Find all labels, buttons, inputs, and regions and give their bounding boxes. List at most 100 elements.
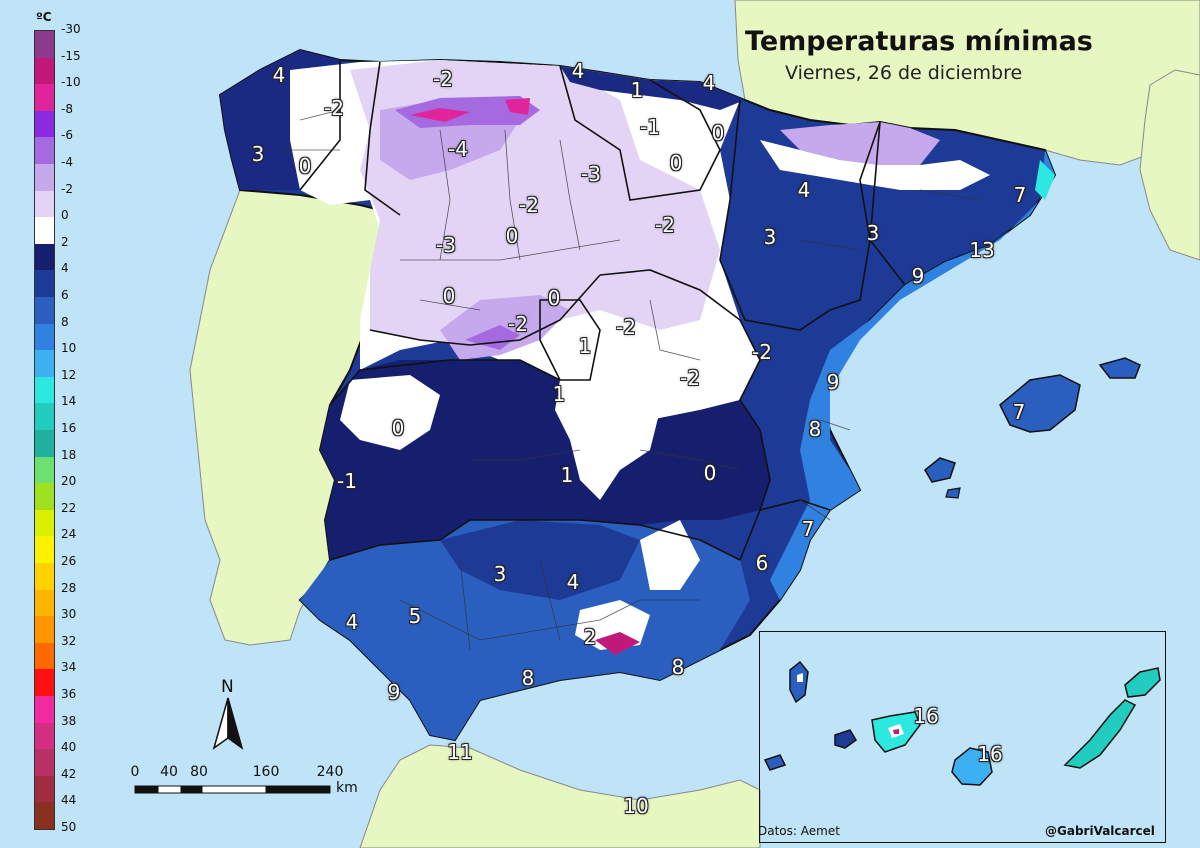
legend-swatch [35,430,54,458]
zone-white-toledo [555,380,660,500]
temp-label-ciudad-real: 1 [560,463,574,487]
legend-swatch [35,696,54,724]
legend-swatch [35,376,54,404]
legend-label: 30 [61,607,77,622]
temp-label-bizkaia: 1 [630,78,644,102]
legend-label: 28 [61,580,77,595]
temp-label-soria: -2 [655,213,675,237]
legend-swatch [35,509,54,537]
legend-swatch [35,456,54,484]
temp-label-badajoz: -1 [337,469,357,493]
scale-seg-3 [180,785,203,794]
scale-seg-4 [201,785,267,794]
legend-swatch [35,217,54,245]
legend-label: -30 [61,22,81,36]
legend-swatch [35,563,54,591]
author-handle: @GabriValcarcel [1045,824,1155,838]
legend-swatch [35,323,54,351]
legend-swatch [35,164,54,192]
menorca [1098,357,1141,379]
zone-cyan-costa-brava [1035,160,1055,200]
temp-label-malaga: 8 [521,666,535,690]
legend-label: 8 [61,314,69,329]
temp-label-cordoba: 3 [493,562,507,586]
temp-label-baleares: 7 [1012,400,1026,424]
legend-label: 20 [61,474,77,489]
temp-label-caceres: 0 [391,416,405,440]
temp-label-lugo: -2 [324,96,344,120]
temp-label-toledo: 1 [552,382,566,406]
fuerteventura [1063,699,1137,769]
temp-label-cuenca: -2 [680,366,700,390]
scale-unit: km [336,780,358,796]
map-subtitle: Viernes, 26 de diciembre [785,62,1023,84]
temp-label-jaen: 4 [566,570,580,594]
legend-color-bar [34,30,55,830]
temp-label-lleida: 3 [866,221,880,245]
zone-cantabrian-coast [560,66,745,110]
temp-label-guadalajara: -2 [616,315,636,339]
temp-label-huesca: 4 [797,178,811,202]
province-borders [280,109,981,651]
legend-label: 40 [61,740,77,755]
legend-swatch [35,84,54,112]
scale-seg-5 [265,785,331,794]
legend-swatch [35,775,54,803]
legend-label: 50 [61,820,77,834]
formentera [945,487,961,499]
legend-label: -8 [61,101,73,116]
zone-purple-sierra-nevada [595,632,640,655]
temp-label-segovia: 0 [547,286,561,310]
temp-label-tenerife: 16 [913,704,939,728]
legend-label: -10 [61,75,81,90]
temp-label-leon: -4 [448,137,468,161]
region-borders [299,60,906,561]
temp-label-girona: 7 [1013,183,1027,207]
legend-swatch [35,243,54,271]
legend-label: 38 [61,713,77,728]
temp-label-alicante: 7 [801,517,815,541]
scale-tick-label: 40 [160,764,178,780]
legend-label: 44 [61,793,77,808]
legend-swatch [35,31,54,59]
mallorca [999,374,1081,433]
legend-label: 2 [61,234,69,249]
legend-swatch [35,722,54,750]
zone-white-extremadura [340,375,440,450]
gran-canaria [951,747,993,786]
temp-label-la-rioja: 0 [669,151,683,175]
legend-label: 16 [61,421,77,435]
legend-label: 32 [61,633,77,648]
legend-swatch [35,350,54,378]
legend-swatch [35,749,54,777]
zone-lightblue-east [770,150,1055,600]
scale-tick-label: 80 [190,764,208,780]
temp-label-valencia: 8 [808,417,822,441]
temp-label-valladolid-south: 0 [505,224,519,248]
temp-label-granada: 2 [583,625,597,649]
legend-label: 0 [61,208,69,223]
temp-label-ceuta-strait: 11 [447,740,473,764]
legend-swatch [35,669,54,697]
legend-label: 26 [61,554,77,568]
temp-label-alava: -1 [640,115,660,139]
canary-inset-frame [759,631,1166,843]
temp-label-almeria: 8 [671,655,685,679]
scale-tick-label: 160 [252,764,280,780]
legend-label: 14 [61,394,77,409]
legend-label: 42 [61,766,77,781]
legend-swatch [35,270,54,298]
temp-label-zaragoza: 3 [763,225,777,249]
temp-label-ourense: 0 [298,154,312,178]
temp-label-murcia: 6 [755,551,769,575]
temp-label-a-coruna: 4 [272,63,286,87]
temp-label-zamora: -3 [436,233,456,257]
temp-label-teruel: -2 [752,340,772,364]
temp-label-tarragona: 9 [911,264,925,288]
map-title: Temperaturas mínimas [745,26,1093,57]
temp-label-madrid: 1 [578,334,592,358]
legend-unit: ºC [36,10,52,24]
la-palma-white [797,673,803,682]
legend-swatch [35,57,54,85]
zone-magenta-peaks [410,98,530,122]
